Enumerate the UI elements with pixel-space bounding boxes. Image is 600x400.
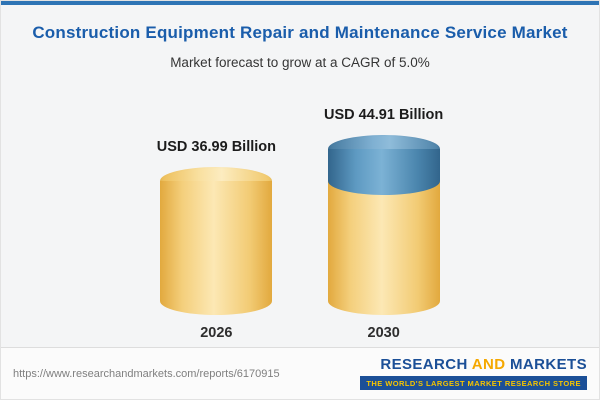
cylinder-2030-growth-segment: [327, 149, 440, 195]
logo-word-and: AND: [467, 355, 511, 373]
value-label-2026: USD 36.99 Billion: [156, 139, 276, 155]
logo-tagline: THE WORLD'S LARGEST MARKET RESEARCH STOR…: [360, 376, 587, 391]
logo-word-markets: MARKETS: [510, 355, 587, 373]
cylinder-2026: [160, 167, 273, 315]
top-accent-bar: [1, 1, 599, 5]
footer: https://www.researchandmarkets.com/repor…: [1, 347, 599, 399]
cylinder-2026-body: [160, 181, 273, 315]
cylinder-2030-base-segment: [327, 181, 440, 315]
logo-wordmark: RESEARCH AND MARKETS: [380, 355, 587, 374]
chart-subtitle: Market forecast to grow at a CAGR of 5.0…: [170, 55, 430, 70]
research-and-markets-logo: RESEARCH AND MARKETS THE WORLD'S LARGEST…: [360, 355, 587, 391]
chart-area: USD 36.99 Billion 2026 USD 44.91 Billion…: [1, 91, 599, 341]
chart-title: Construction Equipment Repair and Mainte…: [32, 23, 568, 42]
value-label-2030: USD 44.91 Billion: [324, 107, 444, 123]
logo-word-research: RESEARCH: [380, 355, 468, 373]
cylinder-2030: [327, 135, 440, 315]
year-label-2026: 2026: [200, 325, 233, 341]
report-url: https://www.researchandmarkets.com/repor…: [13, 367, 280, 380]
year-label-2030: 2030: [367, 325, 400, 341]
bar-group-2026: USD 36.99 Billion 2026: [157, 139, 276, 341]
bar-group-2030: USD 44.91 Billion 2030: [324, 107, 443, 341]
